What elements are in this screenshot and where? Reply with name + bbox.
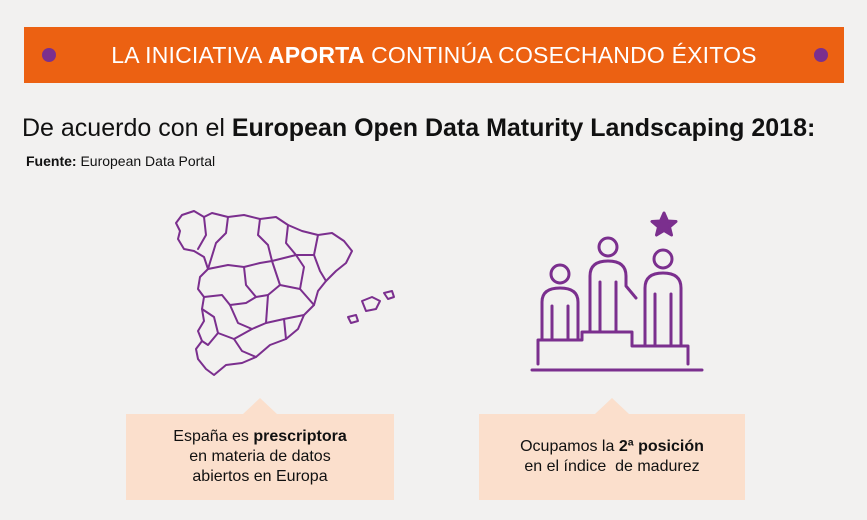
banner-dot-left <box>42 48 56 62</box>
spain-map-icon <box>175 210 395 376</box>
podium-icon <box>530 211 704 372</box>
card-line: España es prescriptora <box>173 428 347 445</box>
card-line: abiertos en Europa <box>192 468 328 485</box>
banner-dot-right <box>814 48 828 62</box>
star-icon <box>650 211 678 237</box>
source-line: Fuente: European Data Portal <box>26 153 216 169</box>
card-line: Ocupamos la 2ª posición <box>520 438 704 455</box>
info-card-ranking: Ocupamos la 2ª posición en el índice de … <box>479 398 745 500</box>
card-line: en el índice de madurez <box>524 458 700 475</box>
info-card-spain: España es prescriptora en materia de dat… <box>126 398 394 500</box>
header-banner: LA INICIATIVA APORTA CONTINÚA COSECHANDO… <box>24 27 844 83</box>
card-line: en materia de datos <box>189 448 331 465</box>
banner-title: LA INICIATIVA APORTA CONTINÚA COSECHANDO… <box>111 41 757 68</box>
page-heading: De acuerdo con el European Open Data Mat… <box>22 114 816 142</box>
